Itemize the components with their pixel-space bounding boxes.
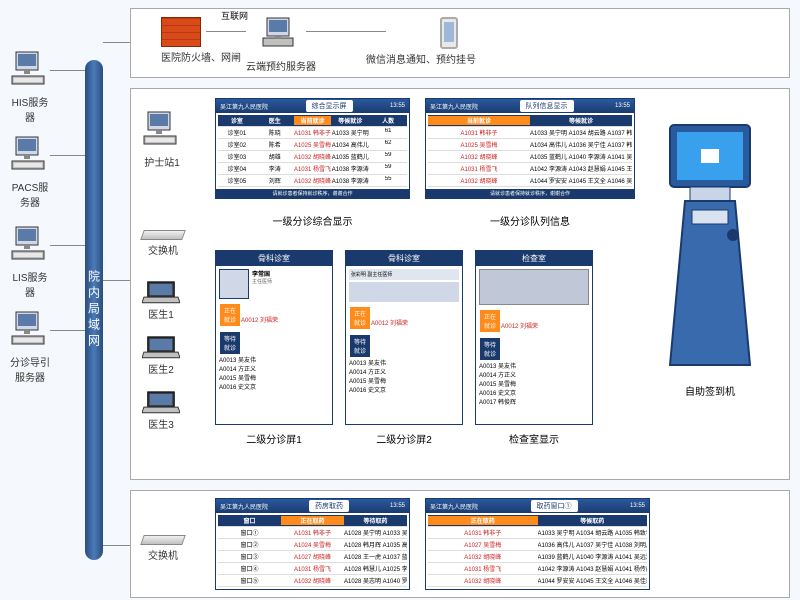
cloud-label: 云端预约服务器 xyxy=(241,58,321,73)
card2-caption: 二级分诊屏2 xyxy=(345,431,463,446)
kiosk-label: 自助签到机 xyxy=(645,383,775,398)
bottom-switch: 交换机 xyxy=(142,535,184,562)
firewall-label: 医院防火墙、网闸 xyxy=(161,49,241,64)
screen-combined: 吴江第九人民医院综合显示屏13:55 诊室医生当前就诊等候就诊人数诊室01陈晓A… xyxy=(215,98,410,199)
device-node: 交换机 xyxy=(142,230,184,257)
kiosk-icon xyxy=(645,115,775,377)
triage-card-1: 骨科诊室 李常国主任医师 正在就诊A0012 刘福荣 等待就诊A0013 吴友伟… xyxy=(215,250,333,425)
internet-label: 互联网 xyxy=(221,9,248,22)
server-node: LIS服务器 xyxy=(10,225,50,265)
triage-card-2: 骨科诊室 张彩明 副主任医师 正在就诊A0012 刘福荣 等待就诊A0013 吴… xyxy=(345,250,463,425)
server-node: 分诊导引 服务器 xyxy=(10,310,50,350)
wechat-label: 微信消息通知、预约挂号 xyxy=(356,51,486,66)
exam-card: 检查室 正在就诊A0012 刘福荣 等待就诊A0013 吴友伟A0014 方正义… xyxy=(475,250,593,425)
lan-bar: 院内局域网 xyxy=(85,60,103,560)
device-node: 护士站1 xyxy=(142,110,182,150)
device-node: 医生3 xyxy=(142,390,180,431)
firewall-icon xyxy=(161,17,201,47)
server-node: HIS服务器 xyxy=(10,50,50,90)
server-node: PACS服务器 xyxy=(10,135,50,175)
card3-caption: 检查室显示 xyxy=(475,431,593,446)
screen-pharmacy: 吴江第九人民医院药房取药13:55 窗口正在取药等待取药窗口①A1031 韩非子… xyxy=(215,498,410,590)
screen1-caption: 一级分诊综合显示 xyxy=(215,213,410,228)
device-node: 医生2 xyxy=(142,335,180,376)
phone-icon xyxy=(440,17,458,49)
card1-caption: 二级分诊屏1 xyxy=(215,431,333,446)
cloud-server-icon: 云端预约服务器 xyxy=(261,14,301,54)
device-node: 医生1 xyxy=(142,280,180,321)
screen-queue: 吴江第九人民医院队列信息显示13:55 当前就诊等候就诊A1031 韩非子A10… xyxy=(425,98,635,199)
top-panel: 医院防火墙、网闸 互联网 云端预约服务器 微信消息通知、预约挂号 xyxy=(130,8,790,78)
screen2-caption: 一级分诊队列信息 xyxy=(425,213,635,228)
screen-pharmacy-window: 吴江第九人民医院取药窗口①13:55 正在取药等候取药A1031 韩非子A103… xyxy=(425,498,650,590)
